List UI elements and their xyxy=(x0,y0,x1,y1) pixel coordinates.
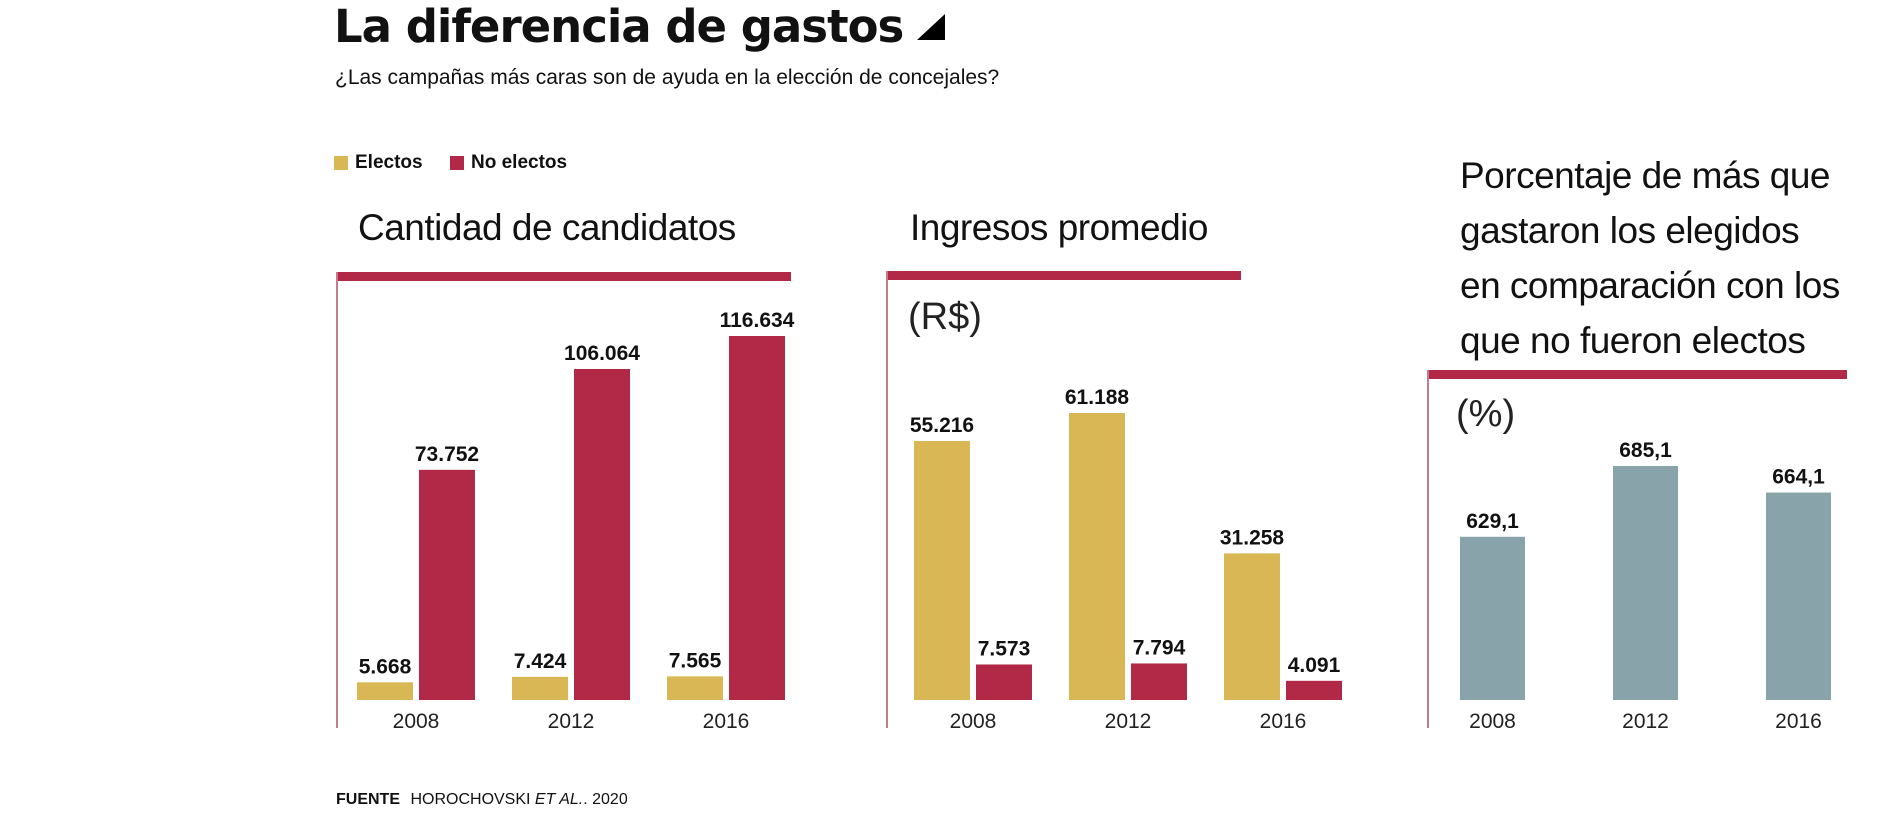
bar-2008-porcentaje xyxy=(1460,536,1525,700)
x-tick-label: 2008 xyxy=(950,710,997,733)
panel-title-ingresos: Ingresos promedio xyxy=(910,207,1208,248)
x-tick-label: 2012 xyxy=(1105,710,1152,733)
unit-label-pct: (%) xyxy=(1456,393,1516,435)
panel-axis-line xyxy=(1427,370,1429,728)
bar-2016-electos xyxy=(667,676,723,700)
bar-2016-no-electos xyxy=(1286,680,1342,700)
x-tick-label: 2008 xyxy=(1469,710,1516,733)
data-label: 31.258 xyxy=(1220,526,1285,549)
title-line: en comparación con los xyxy=(1460,265,1840,306)
source-author: HOROCHOVSKI xyxy=(410,791,531,808)
data-label: 629,1 xyxy=(1466,510,1519,533)
bar-2012-porcentaje xyxy=(1613,466,1678,700)
title-text: La diferencia de gastos xyxy=(334,0,904,53)
data-label: 55.216 xyxy=(910,414,974,437)
x-tick-label: 2008 xyxy=(393,710,440,733)
bar-2008-no-electos xyxy=(419,469,475,700)
source-note: FUENTE HOROCHOVSKI ET AL.. 2020 xyxy=(336,791,628,808)
triangle-icon xyxy=(917,14,946,40)
legend-item-no-electos: No electos xyxy=(450,152,567,174)
legend-label: No electos xyxy=(471,152,568,173)
title-line: gastaron los elegidos xyxy=(1460,210,1800,251)
panel-rule xyxy=(1427,370,1847,379)
x-tick-label: 2012 xyxy=(548,710,595,733)
x-tick-label: 2016 xyxy=(1775,710,1822,733)
subtitle: ¿Las campañas más caras son de ayuda en … xyxy=(335,66,1000,89)
legend-label: Electos xyxy=(355,152,423,173)
panel-title-porcentaje: Porcentaje de más que gastaron los elegi… xyxy=(1460,148,1840,368)
data-label: 685,1 xyxy=(1619,439,1672,462)
panel-rule xyxy=(336,272,791,281)
panel-title-candidatos: Cantidad de candidatos xyxy=(358,207,736,248)
panel-axis-line xyxy=(886,271,888,728)
legend-item-electos: Electos xyxy=(334,152,423,174)
panel-rule xyxy=(886,271,1241,280)
page-title: La diferencia de gastos xyxy=(334,0,946,53)
source-year: 2020 xyxy=(592,791,628,808)
data-label: 61.188 xyxy=(1065,386,1130,409)
data-label: 116.634 xyxy=(720,309,795,332)
bar-2012-electos xyxy=(1069,413,1125,700)
source-etal: ET AL. xyxy=(534,791,584,808)
bar-2016-porcentaje xyxy=(1766,492,1831,700)
bar-2016-no-electos xyxy=(729,336,785,700)
bar-2012-electos xyxy=(512,676,568,700)
bar-2012-no-electos xyxy=(1131,663,1187,700)
source-label: FUENTE xyxy=(336,791,400,808)
data-label: 4.091 xyxy=(1288,654,1341,677)
x-tick-label: 2016 xyxy=(703,710,750,733)
data-label: 7.424 xyxy=(514,650,567,673)
bar-2008-electos xyxy=(914,441,970,700)
bar-2012-no-electos xyxy=(574,368,630,700)
legend-swatch-no-electos xyxy=(450,156,464,170)
panel-axis-line xyxy=(336,272,338,728)
title-line: que no fueron electos xyxy=(1460,320,1806,361)
x-tick-label: 2016 xyxy=(1260,710,1307,733)
data-label: 7.573 xyxy=(978,637,1031,660)
data-label: 7.565 xyxy=(669,649,722,672)
x-tick-label: 2012 xyxy=(1622,710,1669,733)
unit-label-rs: (R$) xyxy=(908,296,982,338)
data-label: 7.794 xyxy=(1133,636,1186,659)
data-label: 106.064 xyxy=(564,342,640,365)
data-label: 664,1 xyxy=(1772,466,1825,489)
bar-2016-electos xyxy=(1224,553,1280,700)
legend-swatch-electos xyxy=(334,156,348,170)
bar-2008-electos xyxy=(357,682,413,700)
bar-2008-no-electos xyxy=(976,664,1032,700)
title-line: Porcentaje de más que xyxy=(1460,155,1831,196)
data-label: 73.752 xyxy=(415,443,479,466)
data-label: 5.668 xyxy=(359,655,412,678)
